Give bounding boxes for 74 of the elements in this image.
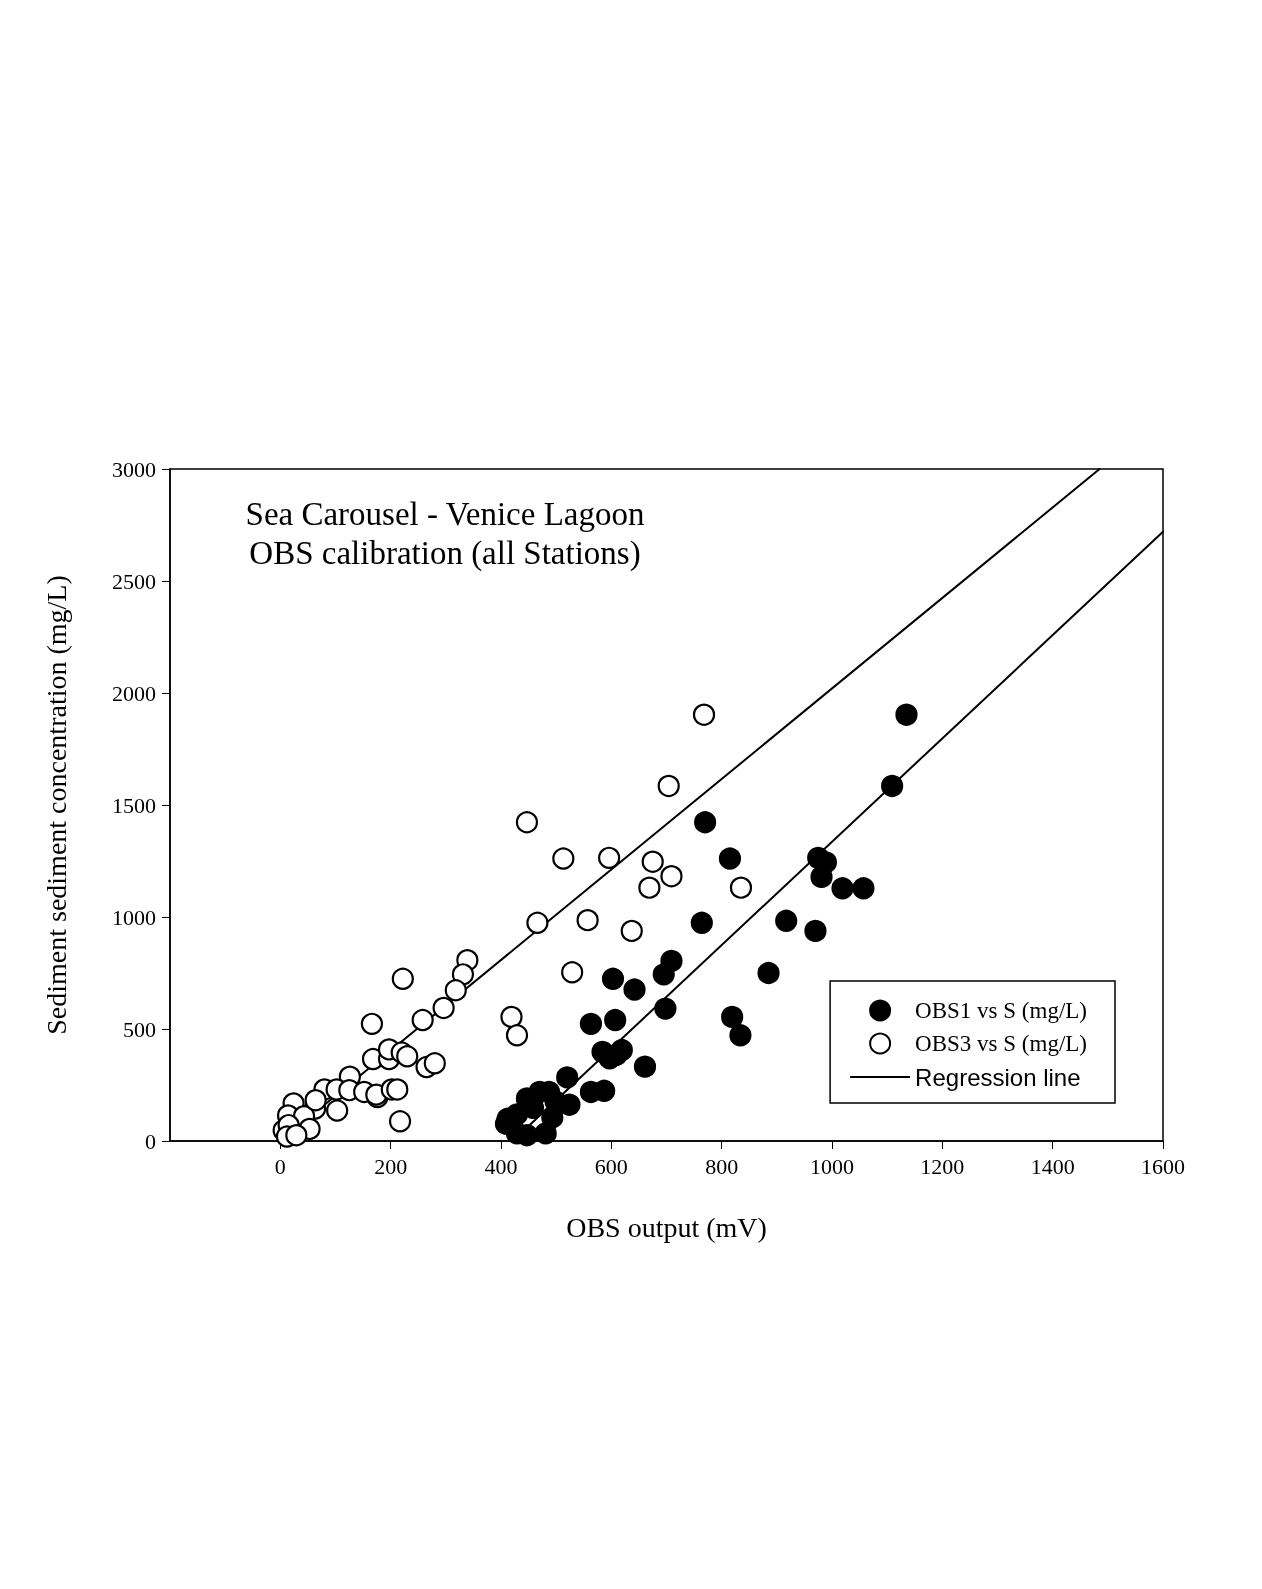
point (757, 961, 780, 985)
legend-label: OBS1 vs S (mg/L) (915, 998, 1088, 1023)
point (881, 774, 904, 798)
x-tick-label: 800 (705, 1153, 739, 1179)
point (576, 909, 599, 932)
point (593, 1079, 616, 1102)
point (411, 1008, 434, 1032)
point (620, 919, 643, 942)
point (729, 876, 753, 899)
point (638, 876, 661, 899)
point (552, 847, 575, 870)
legend-label: OBS3 vs S (mg/L) (915, 1031, 1088, 1056)
point (692, 703, 716, 726)
point (729, 1024, 752, 1047)
point (718, 847, 742, 870)
point (852, 877, 875, 900)
point (396, 1045, 419, 1068)
point (526, 911, 549, 934)
point (657, 774, 680, 798)
point (804, 919, 827, 942)
point (304, 1089, 327, 1112)
point (810, 865, 833, 888)
point (515, 811, 539, 834)
point (598, 846, 621, 869)
point (690, 911, 713, 934)
point (360, 1012, 384, 1035)
legend-label: Regression line (915, 1063, 1081, 1091)
point (432, 996, 455, 1020)
x-tick-label: 1600 (1141, 1153, 1185, 1179)
point (641, 850, 664, 873)
point (541, 1106, 564, 1129)
x-tick-label: 1200 (920, 1153, 965, 1179)
text: Sea Carousel - Venice Lagoon (245, 495, 645, 532)
point (604, 1008, 627, 1032)
point (633, 1055, 657, 1078)
y-tick-label: 2500 (112, 568, 156, 594)
point (386, 1078, 409, 1101)
point (561, 961, 584, 984)
point (451, 963, 475, 986)
point (660, 865, 683, 888)
point (423, 1052, 446, 1075)
x-tick-label: 1000 (810, 1153, 854, 1179)
point (326, 1099, 349, 1122)
point (652, 963, 675, 986)
x-axis-title: OBS output (mV) (566, 1211, 767, 1243)
x-tick-label: 1400 (1030, 1153, 1075, 1179)
y-tick-label: 1500 (112, 792, 156, 818)
y-tick-label: 2000 (112, 680, 156, 706)
text: OBS calibration (all Stations) (249, 534, 641, 572)
point (654, 997, 677, 1020)
x-tick-label: 400 (484, 1153, 518, 1179)
point (285, 1124, 308, 1147)
y-tick-label: 1000 (112, 904, 156, 930)
point (556, 1066, 579, 1089)
y-tick-label: 500 (123, 1016, 156, 1042)
x-tick-label: 0 (274, 1153, 286, 1179)
x-tick-label: 200 (374, 1153, 408, 1179)
point (623, 978, 646, 1001)
point (775, 909, 798, 932)
point (694, 811, 717, 834)
x-tick-label: 600 (594, 1153, 628, 1179)
point (388, 1110, 412, 1133)
point (444, 979, 467, 1002)
point (721, 1005, 744, 1028)
point (391, 967, 414, 990)
point (601, 967, 625, 990)
point (579, 1012, 603, 1035)
point (500, 1005, 523, 1028)
point (831, 877, 854, 900)
point (505, 1024, 529, 1047)
point (895, 703, 918, 726)
y-axis-title: Sediment sediment concentration (mg/L) (40, 575, 72, 1035)
y-tick-label: 0 (145, 1128, 156, 1154)
y-tick-label: 3000 (112, 456, 156, 482)
